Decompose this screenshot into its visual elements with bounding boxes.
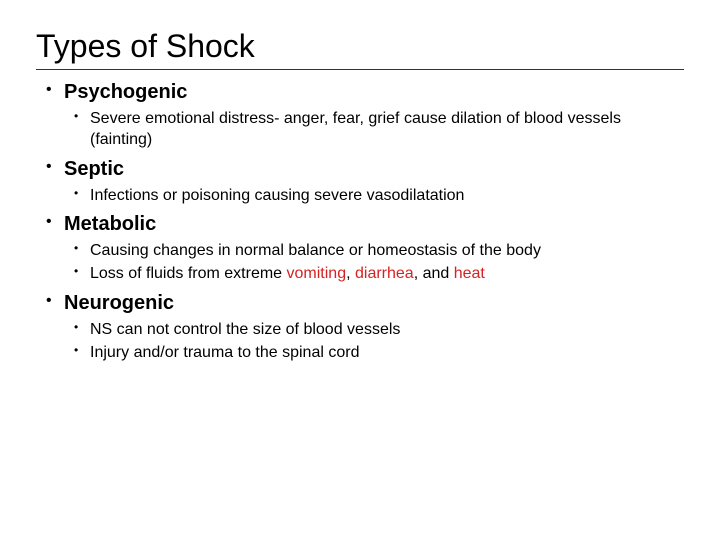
sub-list: Causing changes in normal balance or hom… xyxy=(64,241,684,285)
sub-list: Infections or poisoning causing severe v… xyxy=(64,186,684,207)
item-heading: Metabolic xyxy=(64,213,156,235)
list-item: Septic Infections or poisoning causing s… xyxy=(64,157,684,207)
list-item: Metabolic Causing changes in normal bala… xyxy=(64,212,684,285)
slide: Types of Shock Psychogenic Severe emotio… xyxy=(0,0,720,540)
sub-item: Injury and/or trauma to the spinal cord xyxy=(90,343,684,364)
sub-item: Loss of fluids from extreme vomiting, di… xyxy=(90,264,684,285)
item-heading: Psychogenic xyxy=(64,81,187,103)
sub-text: Loss of fluids from extreme xyxy=(90,265,287,282)
sub-text: , and xyxy=(414,265,454,282)
highlight-text: diarrhea xyxy=(355,265,414,282)
list-item: Psychogenic Severe emotional distress- a… xyxy=(64,80,684,151)
sub-list: Severe emotional distress- anger, fear, … xyxy=(64,109,684,151)
list-item: Neurogenic NS can not control the size o… xyxy=(64,291,684,364)
highlight-text: heat xyxy=(454,265,485,282)
item-heading: Septic xyxy=(64,158,124,180)
slide-content: Psychogenic Severe emotional distress- a… xyxy=(36,80,684,364)
highlight-text: vomiting xyxy=(287,265,347,282)
item-heading: Neurogenic xyxy=(64,292,174,314)
sub-text: , xyxy=(346,265,355,282)
sub-item: Infections or poisoning causing severe v… xyxy=(90,186,684,207)
sub-list: NS can not control the size of blood ves… xyxy=(64,320,684,364)
sub-item: Severe emotional distress- anger, fear, … xyxy=(90,109,684,151)
bullet-list: Psychogenic Severe emotional distress- a… xyxy=(36,80,684,364)
sub-item: NS can not control the size of blood ves… xyxy=(90,320,684,341)
sub-item: Causing changes in normal balance or hom… xyxy=(90,241,684,262)
slide-title: Types of Shock xyxy=(36,28,684,70)
